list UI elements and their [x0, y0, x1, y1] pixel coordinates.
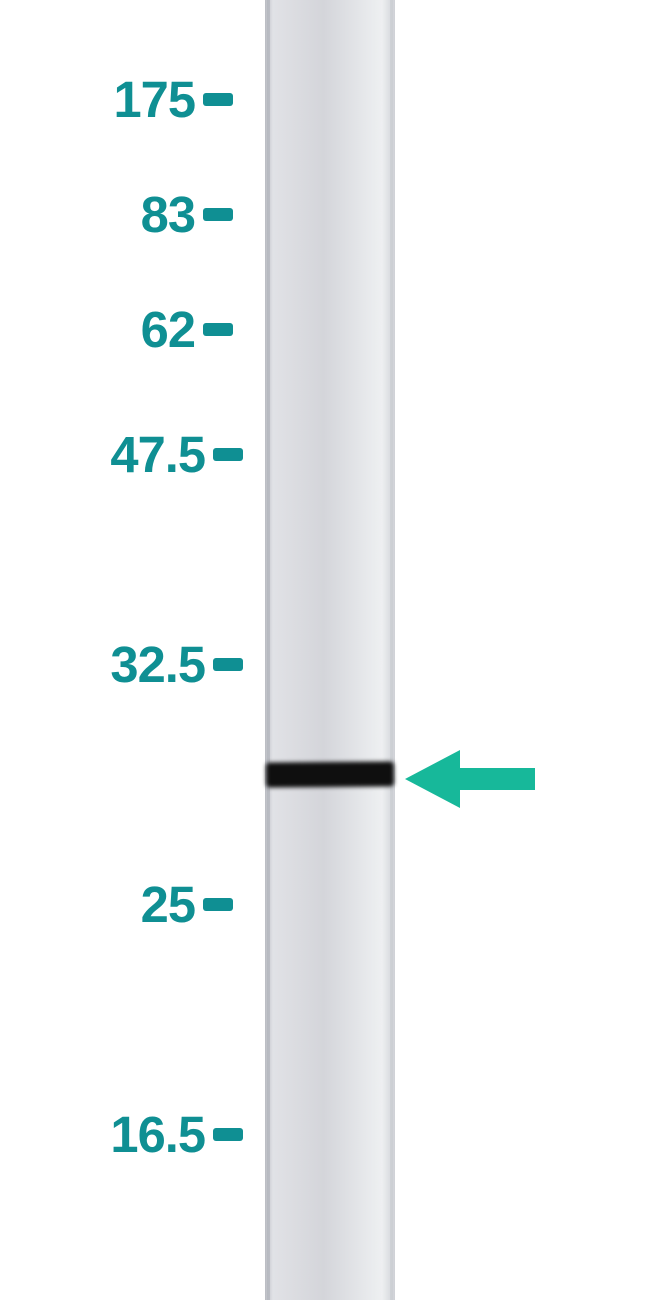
ladder-label: 32.5 — [0, 635, 205, 694]
lane-background — [265, 0, 395, 1300]
ladder-mark-25: 25 — [0, 875, 233, 934]
ladder-mark-175: 175 — [0, 70, 233, 129]
ladder-label: 83 — [0, 185, 195, 244]
target-band-arrow — [405, 748, 535, 810]
ladder-tick — [203, 208, 233, 221]
ladder-label: 175 — [0, 70, 195, 129]
ladder-tick — [203, 93, 233, 106]
ladder-label: 62 — [0, 300, 195, 359]
ladder-tick — [203, 898, 233, 911]
ladder-tick — [203, 323, 233, 336]
ladder-tick — [213, 1128, 243, 1141]
ladder-label: 47.5 — [0, 425, 205, 484]
ladder-mark-83: 83 — [0, 185, 233, 244]
band-1 — [266, 761, 394, 787]
ladder-tick — [213, 658, 243, 671]
ladder-label: 16.5 — [0, 1105, 205, 1164]
ladder-label: 25 — [0, 875, 195, 934]
ladder-mark-62: 62 — [0, 300, 233, 359]
ladder-mark-16.5: 16.5 — [0, 1105, 243, 1164]
ladder-mark-32.5: 32.5 — [0, 635, 243, 694]
ladder-tick — [213, 448, 243, 461]
western-blot: 175 83 62 47.5 32.5 25 16.5 — [0, 0, 650, 1300]
ladder-mark-47.5: 47.5 — [0, 425, 243, 484]
lane-1 — [265, 0, 395, 1300]
